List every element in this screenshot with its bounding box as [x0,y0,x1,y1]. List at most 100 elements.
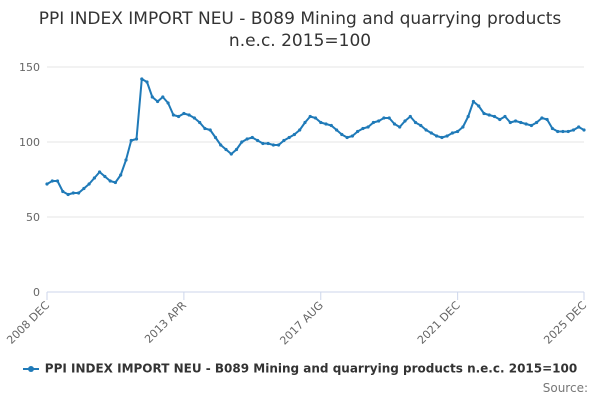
data-point [161,95,165,99]
legend[interactable]: PPI INDEX IMPORT NEU - B089 Mining and q… [0,361,600,376]
data-point [550,126,555,131]
data-point [145,80,149,84]
data-point [166,101,170,105]
data-point [366,125,370,129]
data-point [408,114,412,119]
data-point [566,129,570,134]
data-point [66,192,70,197]
data-point [140,77,144,81]
data-point [129,138,133,143]
data-point [514,119,518,123]
data-point [313,116,318,120]
data-point [419,123,423,128]
data-point [113,180,117,185]
x-tick-label: 2025 DEC [541,299,589,347]
data-point [198,120,202,125]
data-point [203,126,207,131]
data-point [171,113,175,117]
data-point [398,125,402,129]
data-point [98,170,102,174]
data-point [571,128,576,132]
data-point [429,131,433,135]
y-tick-label: 150 [19,61,40,74]
x-tick-label: 2013 APR [142,299,189,346]
chart-title: PPI INDEX IMPORT NEU - B089 Mining and q… [38,9,562,51]
data-point [298,128,302,132]
legend-symbol [22,365,39,372]
data-point [356,129,360,134]
data-point [582,128,586,132]
data-point [556,129,560,134]
data-point [392,122,397,126]
data-point [350,134,354,138]
data-point [256,138,260,143]
data-point [577,125,581,129]
data-point [345,135,349,140]
data-point [361,126,365,131]
data-point [103,174,107,179]
data-point [471,99,475,104]
data-point [529,123,534,128]
data-point [492,114,497,119]
data-point [282,138,286,143]
data-point [335,128,339,132]
data-point [245,137,249,141]
data-point [524,122,528,126]
data-point [134,137,139,141]
data-point [182,111,186,116]
data-point [250,135,254,140]
data-point [503,114,507,119]
y-tick-label: 100 [19,136,40,149]
data-point [403,119,407,123]
data-point [192,116,196,120]
data-point [266,141,270,146]
data-point [329,123,333,128]
series-line [46,78,585,196]
data-point [261,141,265,146]
data-point [213,135,218,140]
data-point [456,129,460,134]
data-point [535,120,539,125]
data-point [487,113,491,117]
data-point [156,99,160,104]
data-point [55,179,60,183]
data-point [234,147,239,152]
x-tick-label: 2021 DEC [415,299,463,347]
y-tick-label: 0 [33,286,40,299]
data-point [466,114,470,119]
x-tick-label: 2008 DEC [4,299,52,347]
data-point [150,95,154,99]
data-point [208,128,212,132]
data-point [240,140,244,144]
data-point [82,186,86,191]
data-point [440,135,444,140]
y-tick-label: 50 [26,211,40,224]
data-point [545,117,549,122]
data-point [271,143,275,147]
credits[interactable]: Source: [542,381,588,395]
data-point [508,120,512,125]
data-point [187,113,191,117]
data-point [50,179,54,183]
data-point [229,152,233,156]
data-point [540,116,544,120]
data-point [319,120,323,125]
x-tick-label: 2017 AUG [277,299,326,348]
data-point [77,191,81,195]
data-point [61,189,65,194]
data-point [377,119,381,123]
data-point [340,132,344,137]
data-point [92,176,96,180]
data-point [308,114,312,119]
data-point [277,143,281,147]
data-point [477,104,481,108]
data-point [382,116,386,120]
data-point [177,114,181,119]
data-point [424,128,428,132]
data-point [287,135,291,140]
data-point [124,158,128,162]
data-point [324,122,328,126]
data-point [108,179,112,183]
